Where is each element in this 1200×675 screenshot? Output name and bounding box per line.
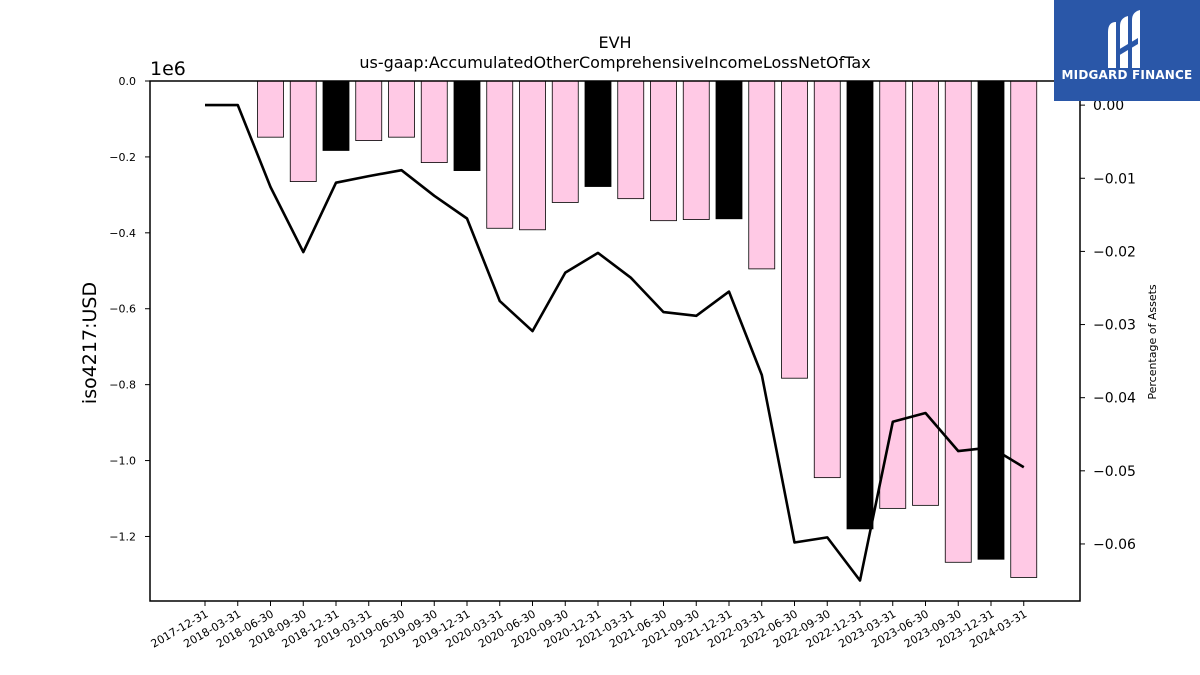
y-right-tick-label: −0.03 <box>1093 318 1136 334</box>
y-right-tick-label: 0.00 <box>1093 98 1124 114</box>
y-tick-label: 0.0 <box>119 75 137 88</box>
bar-2019-06-30 <box>388 80 415 138</box>
y-axis-label: iso4217:USD <box>79 282 101 404</box>
y-tick-label: −0.2 <box>109 151 136 164</box>
chart-title: EVH <box>598 33 631 52</box>
bar-2018-09-30 <box>289 80 317 182</box>
bar-2024-03-31 <box>1010 80 1038 578</box>
bar-2019-03-31 <box>355 80 383 141</box>
bar-2020-06-30 <box>519 80 546 231</box>
bar-2020-03-31 <box>486 80 514 229</box>
y-right-tick-label: −0.04 <box>1093 391 1136 407</box>
bar-2020-12-31 <box>584 80 612 187</box>
bars-layer <box>257 80 1038 578</box>
y-tick-label: −0.6 <box>109 303 136 316</box>
brand-name: MIDGARD FINANCE <box>1061 68 1193 82</box>
logo-mark-icon <box>1108 10 1140 68</box>
y-right-tick-label: −0.05 <box>1093 464 1136 480</box>
bar-2022-06-30 <box>781 80 808 379</box>
bar-2023-09-30 <box>944 80 972 563</box>
bar-2018-12-31 <box>322 80 350 151</box>
plot-frame <box>149 80 1081 602</box>
bar-2018-06-30 <box>257 80 284 138</box>
bar-2023-12-31 <box>977 80 1005 560</box>
y-right-tick-label: −0.02 <box>1093 244 1136 260</box>
y-offset-label: 1e6 <box>150 58 186 80</box>
y-right-tick-label: −0.06 <box>1093 537 1136 553</box>
y-tick-label: −1.0 <box>109 455 136 468</box>
bar-2020-09-30 <box>551 80 579 203</box>
y-right-tick-label: −0.01 <box>1093 171 1136 187</box>
bar-2021-09-30 <box>682 80 710 220</box>
bar-2021-06-30 <box>650 80 677 222</box>
y-tick-label: −0.4 <box>109 227 136 240</box>
bar-2022-12-31 <box>846 80 874 530</box>
bar-2019-12-31 <box>453 80 481 171</box>
y-tick-label: −1.2 <box>109 530 136 543</box>
y-tick-label: −0.8 <box>109 379 136 392</box>
line-layer <box>205 103 1025 582</box>
chart-subtitle: us-gaap:AccumulatedOtherComprehensiveInc… <box>359 53 870 72</box>
bar-2022-09-30 <box>813 80 841 479</box>
brand-logo: MIDGARD FINANCE <box>1054 0 1200 101</box>
bar-2021-12-31 <box>715 80 743 220</box>
bar-2021-03-31 <box>617 80 645 200</box>
bar-2023-03-31 <box>879 80 907 509</box>
line-series <box>205 103 1025 582</box>
bar-2022-03-31 <box>748 80 776 270</box>
y-axis-right-label: Percentage of Assets <box>1146 284 1159 400</box>
bar-2019-09-30 <box>420 80 448 164</box>
bar-2023-06-30 <box>912 80 939 506</box>
